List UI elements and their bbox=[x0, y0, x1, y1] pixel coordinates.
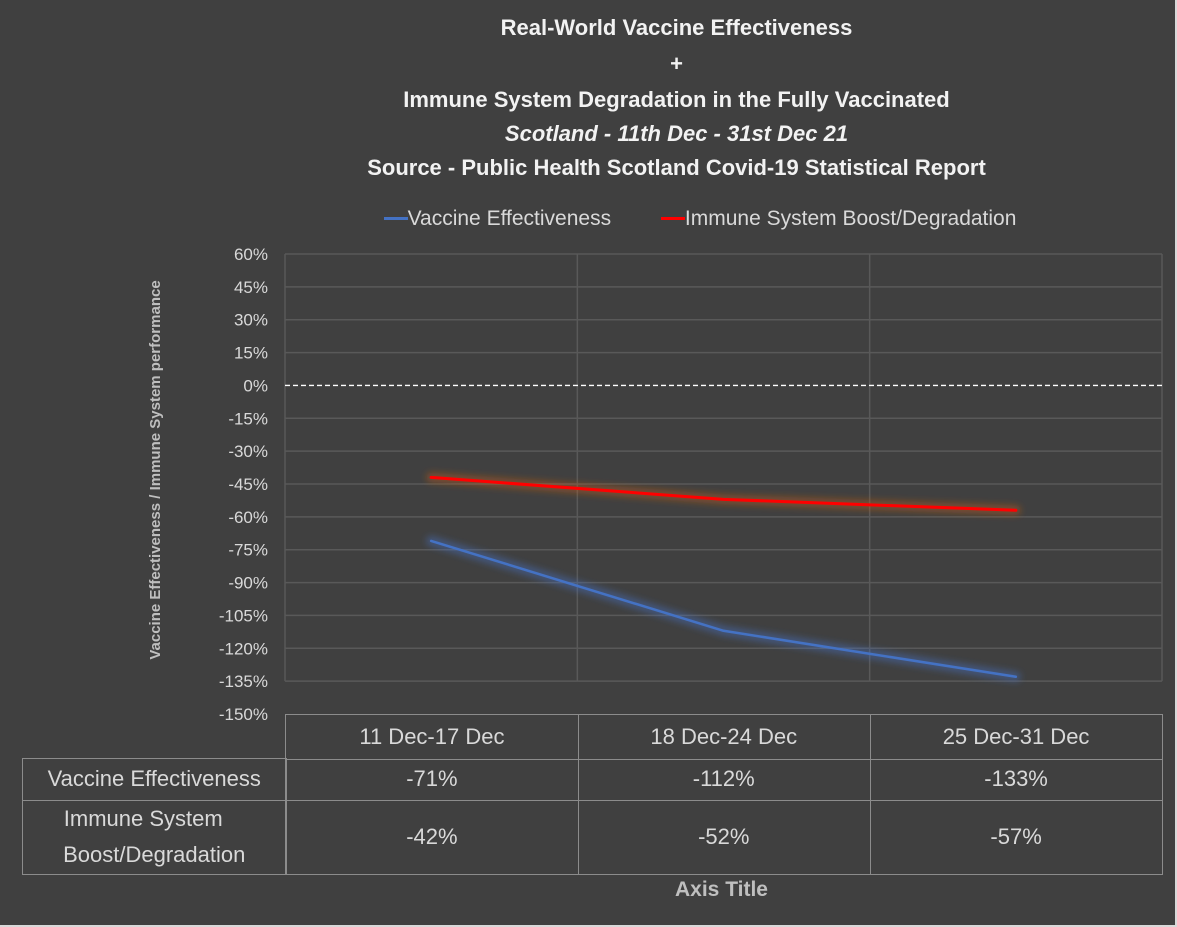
table-value-cell: -42% bbox=[285, 799, 579, 875]
y-tick-label: 30% bbox=[234, 311, 268, 330]
chart-subtitle: Scotland - 11th Dec - 31st Dec 21 bbox=[504, 121, 849, 146]
y-axis-title: Vaccine Effectiveness / Immune System pe… bbox=[147, 280, 164, 659]
table-value-cell: -57% bbox=[869, 799, 1164, 875]
y-tick-label: 0% bbox=[243, 376, 268, 395]
y-tick-label: -60% bbox=[228, 508, 268, 527]
legend-label: Vaccine Effectiveness bbox=[407, 206, 612, 230]
chart-title-plus: + bbox=[670, 51, 683, 76]
table-row-label-line: Boost/Degradation bbox=[63, 841, 246, 867]
y-tick-label: 60% bbox=[234, 245, 268, 264]
table-header-category: 25 Dec-31 Dec bbox=[869, 714, 1164, 760]
legend: Vaccine Effectiveness Immune System Boos… bbox=[0, 202, 1177, 231]
y-tick-label: -105% bbox=[219, 606, 268, 625]
y-tick-label: 45% bbox=[234, 278, 268, 297]
series-line-vaccine-effectiveness[interactable] bbox=[429, 539, 1018, 679]
y-tick-label: -75% bbox=[228, 541, 268, 560]
y-tick-label: -150% bbox=[219, 705, 268, 724]
y-tick-label: -120% bbox=[219, 639, 268, 658]
y-tick-label: -15% bbox=[228, 409, 268, 428]
legend-item-vaccine-effectiveness[interactable]: Vaccine Effectiveness bbox=[383, 206, 612, 231]
y-tick-label: -30% bbox=[228, 442, 268, 461]
legend-label: Immune System Boost/Degradation bbox=[684, 206, 1017, 230]
y-tick-label: 15% bbox=[234, 344, 268, 363]
y-tick-label: -135% bbox=[219, 672, 268, 691]
legend-key-blue-line-icon bbox=[383, 217, 408, 220]
table-header-category: 18 Dec-24 Dec bbox=[577, 714, 872, 760]
table-value-cell: -112% bbox=[577, 758, 872, 801]
chart-source: Source - Public Health Scotland Covid-19… bbox=[367, 155, 986, 180]
y-tick-label: -90% bbox=[228, 574, 268, 593]
table-value-cell: -52% bbox=[577, 799, 872, 875]
chart-title-line-1: Real-World Vaccine Effectiveness bbox=[500, 15, 853, 40]
table-row-label-immune-system: Immune System Boost/Degradation bbox=[22, 799, 287, 875]
chart-title-line-2: Immune System Degradation in the Fully V… bbox=[403, 87, 950, 112]
series-glow-0 bbox=[426, 535, 1021, 682]
y-tick-label: -45% bbox=[228, 475, 268, 494]
table-header-category: 11 Dec-17 Dec bbox=[285, 714, 579, 760]
table-row-label-line: Immune System bbox=[63, 805, 223, 831]
x-axis-title: Axis Title bbox=[675, 878, 768, 901]
legend-key-red-line-icon bbox=[660, 217, 685, 220]
series-glow-1 bbox=[426, 472, 1021, 516]
table-row-label-vaccine-effectiveness: Vaccine Effectiveness bbox=[22, 758, 287, 801]
table-value-cell: -71% bbox=[285, 758, 579, 801]
legend-item-immune-system[interactable]: Immune System Boost/Degradation bbox=[660, 206, 1017, 231]
table-value-cell: -133% bbox=[869, 758, 1164, 801]
